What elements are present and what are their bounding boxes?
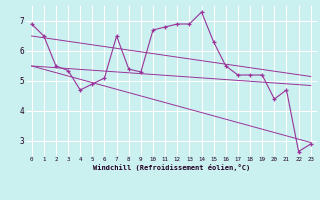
X-axis label: Windchill (Refroidissement éolien,°C): Windchill (Refroidissement éolien,°C) — [92, 164, 250, 171]
